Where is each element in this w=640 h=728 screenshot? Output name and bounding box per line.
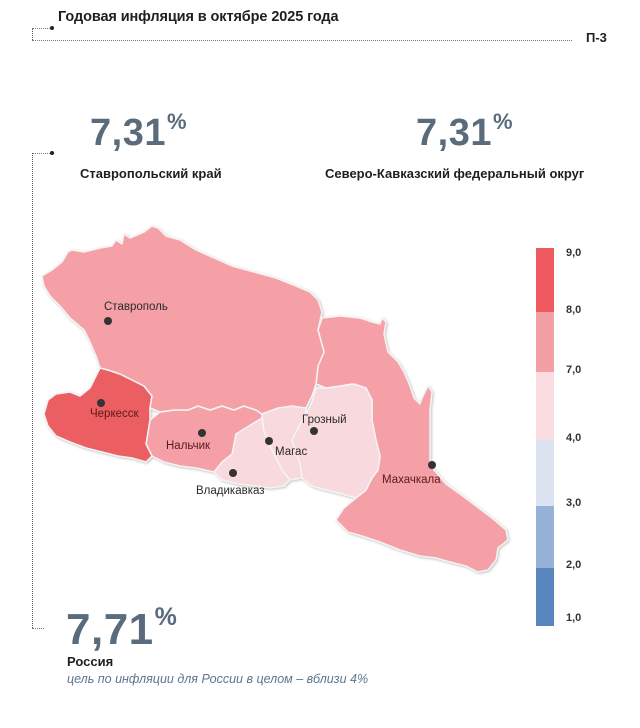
legend-segment-2-3 xyxy=(536,506,554,568)
bracket-bullet-icon xyxy=(50,151,54,155)
header-bullet-icon xyxy=(50,26,54,30)
city-label-grozny: Грозный xyxy=(302,414,347,426)
header-dotted-line xyxy=(32,40,572,41)
city-label-cherkessk: Черкесск xyxy=(90,408,140,420)
region-stavropol-krai[interactable] xyxy=(41,225,325,415)
nkfo-inflation-value: 7,31% xyxy=(416,111,513,154)
legend-segment-8-9 xyxy=(536,248,554,312)
legend-segment-3-4 xyxy=(536,440,554,506)
legend-tick-3: 3,0 xyxy=(566,497,582,509)
russia-value-unit: % xyxy=(154,603,178,631)
city-marker-stavropol xyxy=(104,317,112,325)
city-marker-grozny xyxy=(310,427,318,435)
header-dotted-tick-top xyxy=(32,28,50,29)
legend-segment-4-7 xyxy=(536,372,554,440)
page-code: П-3 xyxy=(586,30,607,45)
legend-tick-2: 2,0 xyxy=(566,559,582,571)
region-karachay-cherkessia[interactable] xyxy=(43,367,153,463)
stavropol-value-number: 7,31 xyxy=(90,112,166,154)
nkfo-label: Северо-Кавказский федеральный округ xyxy=(325,166,585,181)
bracket-bottom xyxy=(32,628,44,629)
city-label-vladikavkaz: Владикавказ xyxy=(196,485,265,497)
bracket-top xyxy=(32,153,50,154)
stavropol-inflation-value: 7,31% xyxy=(90,111,187,154)
city-marker-cherkessk xyxy=(97,399,105,407)
city-label-makhachkala: Махачкала xyxy=(382,474,441,486)
bracket-vertical xyxy=(32,153,33,628)
legend-tick-7: 7,0 xyxy=(566,364,582,376)
legend-segment-7-8 xyxy=(536,312,554,372)
legend-tick-8: 8,0 xyxy=(566,304,582,316)
city-label-stavropol: Ставрополь xyxy=(104,301,168,313)
color-scale-legend xyxy=(536,248,554,626)
stavropol-label: Ставропольский край xyxy=(80,166,222,181)
russia-value-number: 7,71 xyxy=(66,605,154,654)
city-marker-nalchik xyxy=(198,429,206,437)
city-label-nalchik: Нальчик xyxy=(166,440,211,452)
page-title: Годовая инфляция в октябре 2025 года xyxy=(58,9,339,25)
city-marker-makhachkala xyxy=(428,461,436,469)
russia-label: Россия xyxy=(67,654,114,669)
legend-segment-1-2 xyxy=(536,568,554,626)
stavropol-value-unit: % xyxy=(166,109,188,134)
header-dotted-tick xyxy=(32,28,33,40)
inflation-target-note: цель по инфляции для России в целом – вб… xyxy=(67,672,369,686)
legend-tick-9: 9,0 xyxy=(566,247,582,259)
legend-tick-4: 4,0 xyxy=(566,432,582,444)
russia-inflation-value: 7,71% xyxy=(66,605,177,654)
nkfo-value-number: 7,31 xyxy=(416,112,492,154)
legend-tick-1: 1,0 xyxy=(566,612,582,624)
city-label-magas: Магас xyxy=(275,446,307,458)
city-marker-vladikavkaz xyxy=(229,469,237,477)
city-marker-magas xyxy=(265,437,273,445)
nkfo-value-unit: % xyxy=(492,109,514,134)
